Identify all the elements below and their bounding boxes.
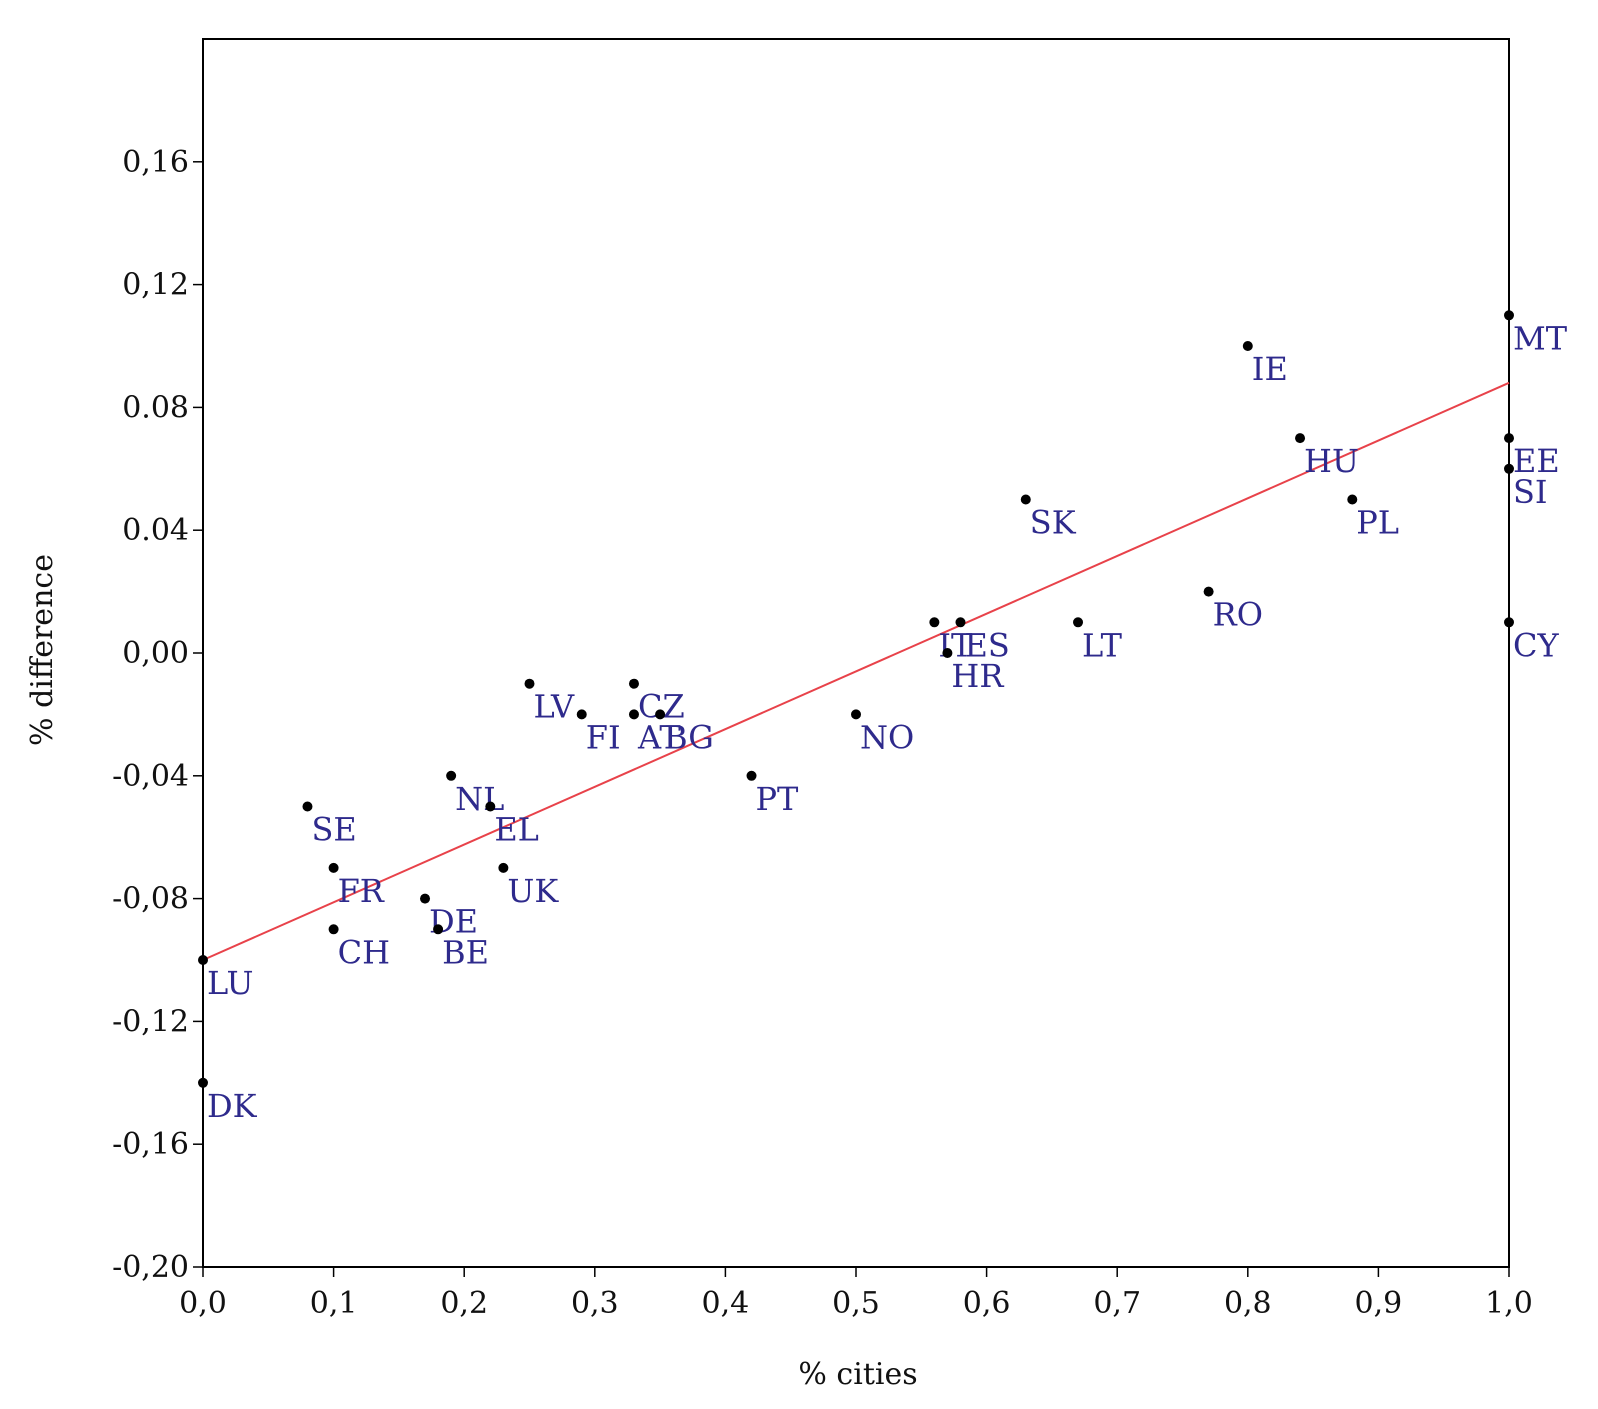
data-point [655, 709, 666, 720]
y-axis: 0,16 0,12 0.08 0.04 0,00 -0,04 -0,08 -0,12 -0,16… [112, 145, 203, 1285]
data-point [524, 678, 535, 689]
data-point [485, 801, 496, 812]
point-label: FR [338, 872, 385, 910]
data-point [302, 801, 313, 812]
x-axis: 0,0 0,1 0,2 0,3 0,4 0,5 0,6 0,7 0,8 0,9 1,0 [179, 1267, 1533, 1321]
data-point [1073, 617, 1084, 628]
point-label: EE [1513, 442, 1560, 480]
data-point [446, 770, 457, 781]
data-point [1020, 494, 1031, 505]
point-label: DE [429, 903, 478, 941]
point-label: ES [964, 626, 1009, 664]
data-point [576, 709, 587, 720]
point-label: CZ [638, 688, 685, 726]
y-tick-label: -0,12 [112, 1004, 189, 1039]
x-tick-label: 1,0 [1485, 1286, 1533, 1321]
data-point [746, 770, 757, 781]
data-point [198, 1077, 208, 1088]
x-tick-label: 0,7 [1093, 1286, 1141, 1321]
point-label: AT [637, 718, 681, 756]
x-axis-title: % cities [798, 1357, 917, 1392]
point-label: HR [951, 657, 1004, 695]
data-point [955, 617, 966, 628]
point-label: PT [756, 780, 800, 818]
point-label: SI [1513, 473, 1548, 511]
point-label: CH [338, 933, 390, 971]
point-label: EL [494, 811, 539, 849]
data-point [1504, 433, 1514, 444]
data-point [1295, 433, 1306, 444]
y-tick-label: 0.08 [122, 390, 189, 425]
x-tick-label: 0,2 [440, 1286, 488, 1321]
point-label: FI [586, 718, 621, 756]
x-tick-label: 0,6 [963, 1286, 1011, 1321]
data-point [328, 862, 339, 873]
x-tick-label: 0,8 [1224, 1286, 1272, 1321]
point-label: IT [938, 626, 973, 664]
data-point [1242, 341, 1253, 351]
point-label: LU [207, 964, 253, 1002]
data-point [628, 678, 639, 689]
y-tick-label: 0.04 [122, 513, 189, 548]
data-point [1347, 494, 1358, 505]
x-tick-label: 0,3 [571, 1286, 619, 1321]
point-label: HU [1304, 442, 1359, 480]
point-label: NO [860, 718, 914, 756]
data-point [942, 648, 953, 658]
data-point [1504, 310, 1514, 321]
point-label: MT [1513, 319, 1568, 357]
y-tick-label: 0,16 [122, 145, 189, 180]
x-tick-label: 0,9 [1355, 1286, 1403, 1321]
x-tick-label: 0,0 [179, 1286, 227, 1321]
y-tick-label: -0,08 [112, 882, 189, 917]
data-point [628, 709, 639, 720]
data-point [433, 924, 444, 935]
data-point [1504, 463, 1514, 474]
point-label: LV [534, 688, 575, 726]
data-point [198, 955, 208, 965]
y-tick-label: -0,16 [112, 1127, 189, 1162]
y-axis-title: % difference [25, 554, 60, 746]
point-label: BE [442, 933, 489, 971]
point-label: SK [1030, 504, 1077, 542]
x-tick-label: 0,1 [310, 1286, 358, 1321]
trend-line [202, 381, 1510, 961]
point-label: RO [1213, 596, 1263, 634]
y-tick-label: 0,12 [122, 268, 189, 303]
point-label: NL [455, 780, 504, 818]
point-label: LT [1082, 626, 1123, 664]
data-point [1203, 586, 1214, 597]
point-label: DK [207, 1087, 258, 1125]
point-label: PL [1356, 504, 1399, 542]
data-point [851, 709, 861, 720]
data-point [498, 862, 509, 873]
point-label: CY [1513, 626, 1559, 664]
y-tick-label: 0,00 [122, 636, 189, 671]
y-tick-label: -0,04 [112, 759, 189, 794]
point-label: UK [507, 872, 559, 910]
point-label: BG [664, 718, 714, 756]
point-label: SE [311, 811, 356, 849]
data-point [1504, 617, 1514, 628]
data-point [328, 924, 339, 935]
data-point [929, 617, 940, 628]
point-label: IE [1252, 350, 1288, 388]
plot-frame [202, 38, 1510, 1268]
x-tick-label: 0,5 [832, 1286, 880, 1321]
x-tick-label: 0,4 [702, 1286, 750, 1321]
y-tick-label: -0,20 [112, 1250, 189, 1285]
data-point [420, 893, 431, 904]
